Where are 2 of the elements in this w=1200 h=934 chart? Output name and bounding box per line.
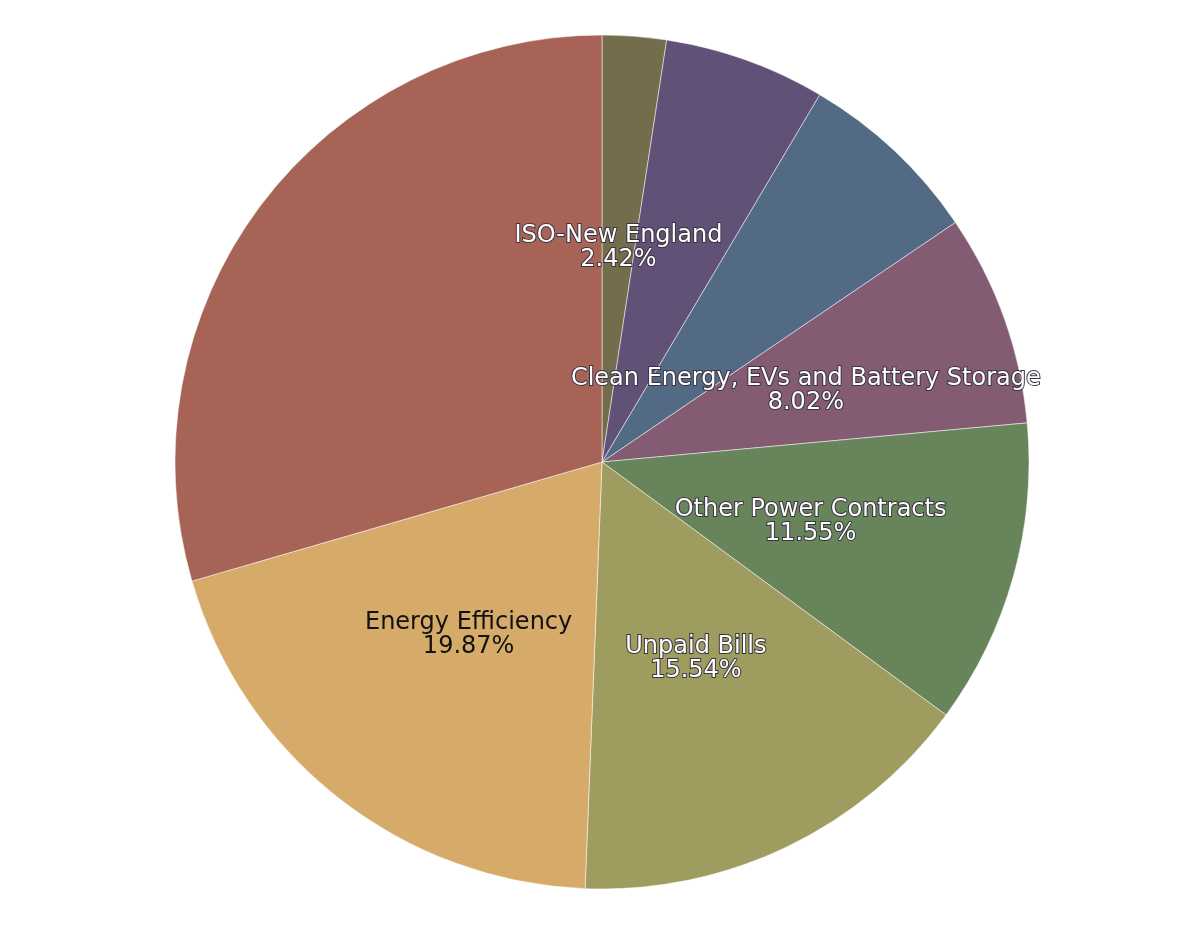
data-label: 8.02% bbox=[767, 387, 844, 416]
slice-label: Unpaid Bills bbox=[625, 631, 767, 660]
